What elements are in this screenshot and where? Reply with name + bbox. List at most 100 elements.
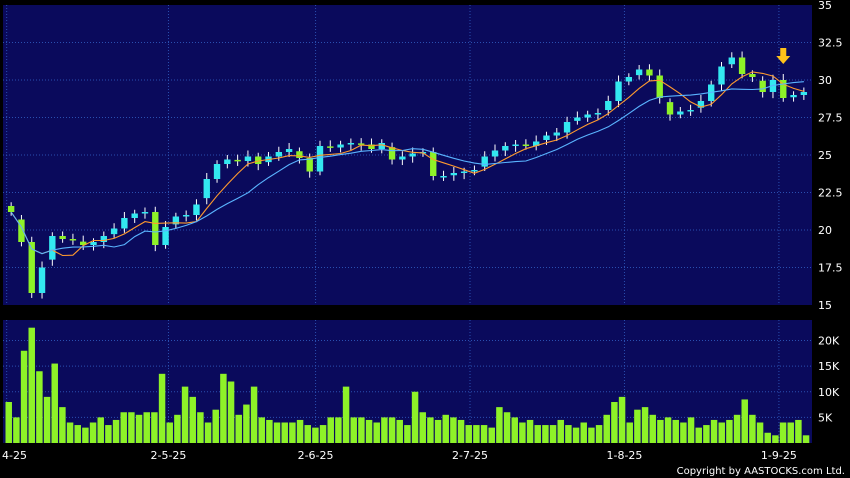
- volume-bar: [197, 412, 204, 443]
- candle: [491, 144, 499, 162]
- short-moving-average: [10, 71, 805, 257]
- candle: [532, 135, 540, 151]
- volume-bar: [741, 399, 748, 443]
- candle: [162, 221, 169, 249]
- volume-bar: [511, 417, 518, 443]
- volume-bar: [327, 417, 334, 443]
- candle: [357, 138, 365, 151]
- volume-bar: [51, 363, 58, 443]
- volume-bar: [457, 419, 465, 443]
- candle: [193, 199, 200, 221]
- volume-bar: [503, 412, 511, 443]
- volume-bar: [112, 419, 120, 443]
- candle: [18, 215, 25, 247]
- volume-bar: [59, 407, 66, 443]
- candle: [7, 202, 15, 216]
- candle: [553, 128, 560, 142]
- volume-bar: [66, 422, 74, 443]
- candle: [152, 206, 159, 252]
- x-tick-label: 1-8-25: [606, 449, 642, 462]
- price-tick-label: 30: [818, 74, 832, 87]
- volume-bar: [381, 417, 388, 443]
- volume-bar: [74, 425, 81, 443]
- candle: [430, 147, 437, 181]
- volume-bar: [373, 422, 380, 443]
- volume-bar: [672, 419, 679, 443]
- volume-bar: [204, 422, 212, 443]
- volume-bar: [749, 414, 756, 443]
- x-tick-label: 2-5-25: [151, 449, 187, 462]
- candle: [605, 95, 612, 116]
- price-candles: [7, 51, 808, 299]
- volume-bar: [772, 435, 779, 443]
- volume-bar: [434, 419, 442, 443]
- volume-bar: [273, 422, 281, 443]
- candle: [224, 155, 231, 169]
- candle: [738, 51, 746, 79]
- candle: [512, 140, 519, 152]
- volume-bar: [480, 425, 488, 443]
- volume-bar: [695, 427, 702, 443]
- volume-bar: [227, 381, 235, 443]
- volume-bar: [396, 419, 403, 443]
- volume-bar: [158, 373, 166, 443]
- candle: [687, 104, 694, 116]
- candle: [790, 91, 797, 102]
- volume-bar: [549, 425, 557, 443]
- volume-bar: [488, 427, 495, 443]
- candle: [69, 233, 77, 245]
- volume-bar: [572, 427, 580, 443]
- volume-bar: [411, 391, 419, 443]
- candle: [769, 74, 777, 99]
- candle: [141, 207, 149, 219]
- candle: [594, 108, 602, 120]
- volume-bar: [28, 327, 35, 443]
- candle: [481, 151, 488, 171]
- candle: [316, 140, 324, 176]
- volume-bar: [404, 425, 411, 443]
- volume-bar: [89, 422, 97, 443]
- volume-bar: [664, 417, 672, 443]
- volume-bar: [335, 417, 342, 443]
- candle: [203, 173, 210, 205]
- volume-bar: [718, 422, 725, 443]
- volume-bar: [258, 417, 265, 443]
- x-tick-label: 4-25: [2, 449, 27, 462]
- x-tick-label: 1-9-25: [761, 449, 797, 462]
- volume-bar: [802, 435, 810, 443]
- volume-bar: [143, 412, 150, 443]
- volume-bar: [465, 425, 472, 443]
- volume-bar: [626, 422, 633, 443]
- volume-bar: [519, 422, 526, 443]
- candle: [409, 147, 416, 163]
- candle: [38, 261, 46, 299]
- candle: [110, 223, 118, 238]
- price-tick-label: 32.5: [818, 37, 843, 50]
- volume-bar: [787, 422, 794, 443]
- candle: [337, 140, 344, 153]
- candle: [615, 75, 622, 108]
- volume-bar: [181, 386, 189, 443]
- volume-bar: [710, 419, 718, 443]
- volume-bar: [174, 414, 181, 443]
- volume-bar: [450, 417, 457, 443]
- volume-bar: [342, 386, 350, 443]
- candle: [718, 62, 725, 91]
- volume-bar: [634, 409, 641, 443]
- volume-bar: [97, 417, 104, 443]
- down-arrow-icon: [776, 48, 791, 64]
- volume-bar: [795, 419, 802, 443]
- volume-bar: [427, 417, 434, 443]
- candle: [800, 87, 808, 100]
- volume-tick-label: 15K: [818, 360, 840, 373]
- price-tick-label: 27.5: [818, 112, 843, 125]
- volume-tick-label: 5K: [818, 411, 833, 424]
- price-tick-label: 15: [818, 299, 832, 312]
- volume-bar: [618, 396, 626, 443]
- volume-bar: [542, 425, 549, 443]
- candle: [28, 236, 35, 298]
- candle: [182, 210, 190, 222]
- moving-averages: [10, 71, 805, 257]
- volume-bar: [166, 422, 173, 443]
- candle: [728, 52, 735, 68]
